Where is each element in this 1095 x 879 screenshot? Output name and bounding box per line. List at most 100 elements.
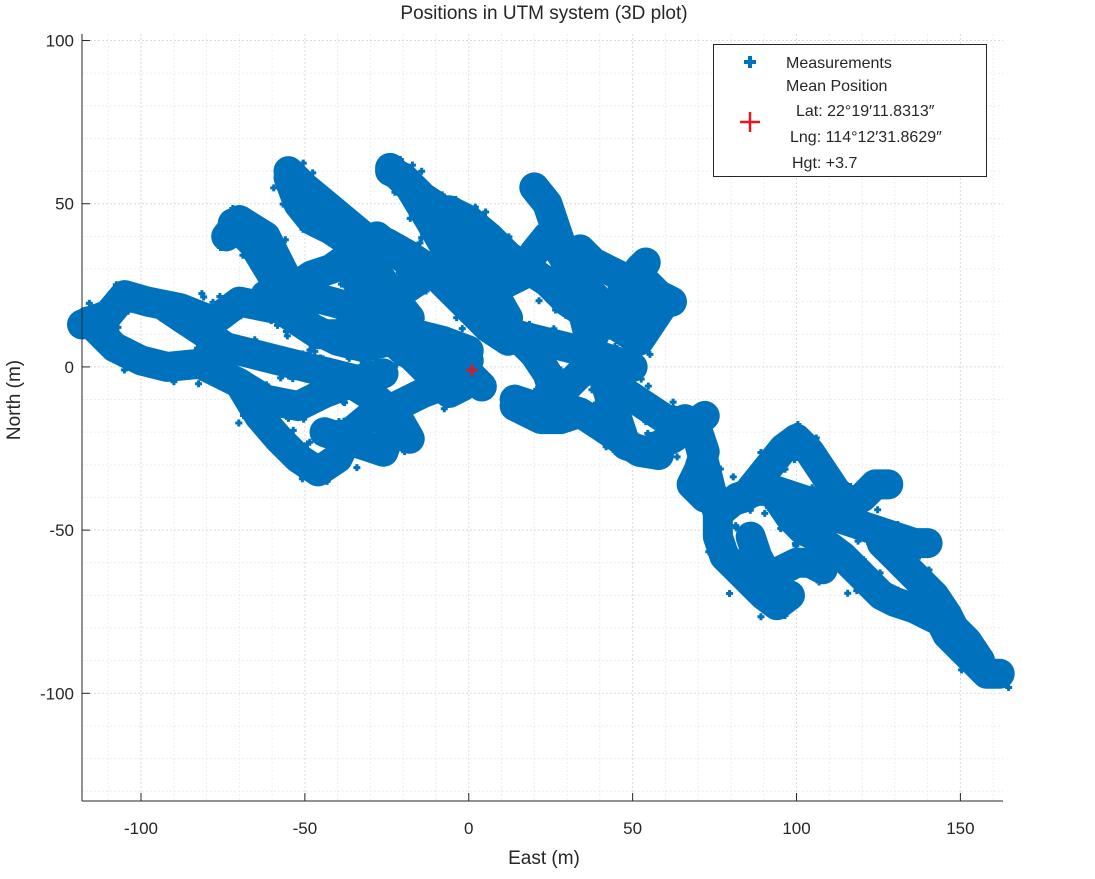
measurement-marker <box>458 208 466 216</box>
measurement-marker <box>758 581 766 589</box>
measurement-marker <box>405 278 413 286</box>
measurement-marker <box>319 219 327 227</box>
measurement-marker <box>593 418 601 426</box>
measurement-marker <box>333 324 341 332</box>
measurement-marker <box>112 281 120 289</box>
measurement-marker <box>186 317 194 325</box>
measurement-marker <box>803 441 811 449</box>
measurement-marker <box>250 261 258 269</box>
measurement-marker <box>555 277 563 285</box>
measurement-marker <box>383 349 391 357</box>
measurement-marker <box>326 239 334 247</box>
measurement-marker <box>833 471 841 479</box>
measurement-cloud <box>309 417 406 467</box>
measurement-marker <box>219 354 227 362</box>
measurement-marker <box>209 298 217 306</box>
measurement-marker <box>407 304 415 312</box>
measurement-marker <box>482 208 490 216</box>
measurement-marker <box>299 469 307 477</box>
measurement-marker <box>527 345 535 353</box>
measurement-marker <box>120 352 128 360</box>
measurement-marker <box>588 386 596 394</box>
measurement-marker <box>516 257 524 265</box>
measurement-marker <box>183 326 191 334</box>
measurement-marker <box>821 472 829 480</box>
measurement-marker <box>757 449 765 457</box>
measurement-marker <box>915 552 923 560</box>
measurement-marker <box>423 233 431 241</box>
measurement-marker <box>248 379 256 387</box>
x-tick-label: 0 <box>464 819 473 838</box>
measurement-marker <box>813 525 821 533</box>
measurement-marker <box>277 450 285 458</box>
measurement-marker <box>781 605 789 613</box>
measurement-marker <box>591 283 599 291</box>
measurement-marker <box>434 259 442 267</box>
measurement-marker <box>876 569 884 577</box>
measurement-marker <box>252 402 260 410</box>
measurement-marker <box>416 239 424 247</box>
measurement-marker <box>611 447 619 455</box>
measurement-marker <box>893 533 901 541</box>
measurement-marker <box>323 477 331 485</box>
measurement-marker <box>571 308 579 316</box>
measurement-marker <box>292 212 300 220</box>
measurement-marker <box>206 310 214 318</box>
measurement-marker <box>483 271 491 279</box>
measurement-marker <box>532 373 540 381</box>
measurement-marker <box>409 360 417 368</box>
legend: Measurements Mean Position Lat: 22°19′11… <box>713 44 987 177</box>
measurement-marker <box>315 231 323 239</box>
measurement-marker <box>173 352 181 360</box>
measurement-marker <box>593 383 601 391</box>
measurement-marker <box>124 282 132 290</box>
measurement-marker <box>239 251 247 259</box>
y-tick-label: 50 <box>55 195 74 214</box>
measurement-marker <box>295 466 303 474</box>
measurement-marker <box>1005 684 1013 692</box>
axes: -100 -50 0 50 100 150 -100 -50 0 50 100 <box>40 32 1003 838</box>
measurement-marker <box>627 273 635 281</box>
measurement-marker <box>298 475 306 483</box>
measurement-marker <box>288 399 296 407</box>
measurement-marker <box>513 344 521 352</box>
measurement-marker <box>970 662 978 670</box>
measurement-marker <box>285 392 293 400</box>
measurement-marker <box>545 193 553 201</box>
measurement-marker <box>277 374 285 382</box>
measurement-marker <box>398 434 406 442</box>
measurement-marker <box>476 297 484 305</box>
measurement-marker <box>244 345 252 353</box>
measurement-marker <box>633 261 641 269</box>
measurement-marker <box>379 362 387 370</box>
measurement-marker <box>781 465 789 473</box>
measurement-marker <box>816 473 824 481</box>
measurement-marker <box>198 314 206 322</box>
measurement-marker <box>894 520 902 528</box>
measurement-marker <box>193 344 201 352</box>
measurement-marker <box>263 381 271 389</box>
measurement-marker <box>447 358 455 366</box>
measurement-marker <box>488 326 496 334</box>
measurement-cloud <box>499 351 701 438</box>
measurement-marker <box>748 502 756 510</box>
measurement-marker <box>373 441 381 449</box>
measurement-cloud <box>152 293 399 395</box>
measurement-marker <box>709 529 717 537</box>
measurement-marker <box>548 330 556 338</box>
measurement-marker <box>351 349 359 357</box>
measurement-marker <box>434 367 442 375</box>
measurement-marker <box>669 398 677 406</box>
measurement-marker <box>535 297 543 305</box>
measurement-marker <box>785 511 793 519</box>
measurement-marker <box>352 388 360 396</box>
measurement-marker <box>421 399 429 407</box>
measurement-marker <box>319 355 327 363</box>
measurement-marker <box>558 409 566 417</box>
measurement-marker <box>443 353 451 361</box>
legend-mean-lat: Lat: 22°19′11.8313″ <box>796 103 935 120</box>
measurement-marker <box>406 214 414 222</box>
measurement-marker <box>466 246 474 254</box>
measurement-marker <box>814 443 822 451</box>
measurement-marker <box>232 356 240 364</box>
